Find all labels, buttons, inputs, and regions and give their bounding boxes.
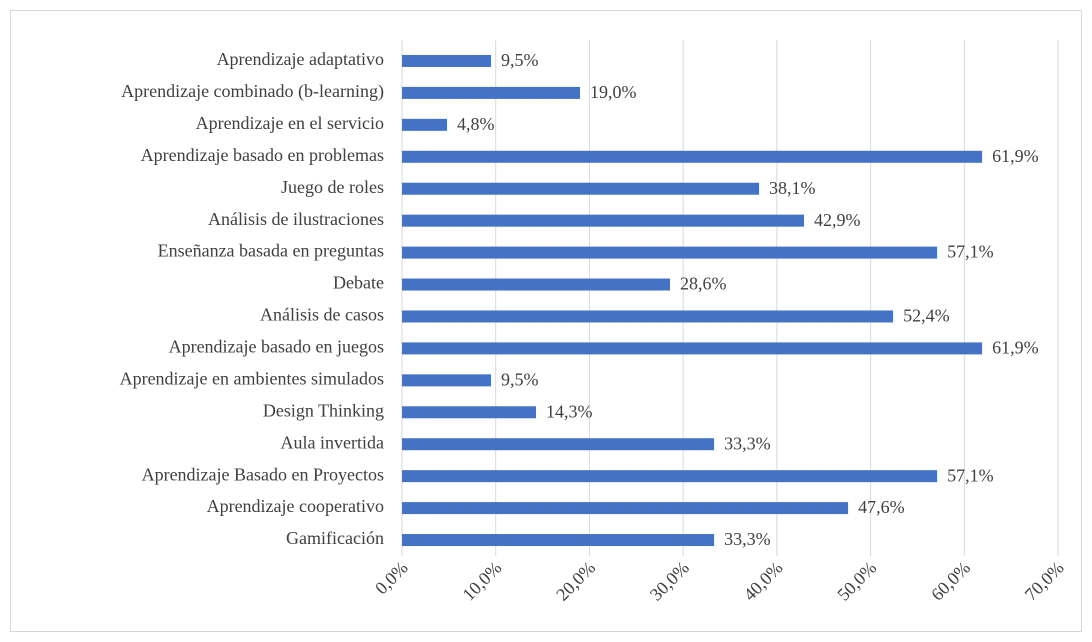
data-label: 9,5% <box>501 369 539 389</box>
bar <box>402 438 715 451</box>
bar <box>402 470 938 483</box>
y-tick-label: Aula invertida <box>281 432 384 452</box>
y-tick-label: Enseñanza basada en preguntas <box>158 241 384 261</box>
bar <box>402 246 938 259</box>
bar <box>402 502 849 515</box>
data-label: 33,3% <box>724 433 771 453</box>
bar <box>402 534 715 547</box>
bar <box>402 214 805 227</box>
y-tick-label: Aprendizaje basado en problemas <box>141 145 384 165</box>
y-tick-label: Aprendizaje en ambientes simulados <box>120 368 384 388</box>
data-label: 61,9% <box>992 338 1039 358</box>
data-label: 38,1% <box>769 178 816 198</box>
data-label: 14,3% <box>546 401 593 421</box>
data-label: 33,3% <box>724 529 771 549</box>
data-label: 42,9% <box>814 210 861 230</box>
bar <box>402 278 671 291</box>
y-tick-label: Aprendizaje Basado en Proyectos <box>142 464 384 484</box>
bar <box>402 374 492 387</box>
data-label: 57,1% <box>947 465 994 485</box>
y-tick-label: Análisis de casos <box>260 305 384 325</box>
data-label: 47,6% <box>858 497 905 517</box>
y-tick-label: Aprendizaje en el servicio <box>196 113 384 133</box>
y-tick-label: Debate <box>333 273 384 293</box>
bar <box>402 150 983 163</box>
y-tick-label: Aprendizaje combinado (b-learning) <box>121 81 384 102</box>
bar <box>402 310 894 323</box>
bar <box>402 342 983 355</box>
data-label: 4,8% <box>457 114 495 134</box>
data-label: 28,6% <box>680 274 727 294</box>
y-tick-label: Design Thinking <box>263 400 384 420</box>
bar <box>402 86 581 99</box>
bar <box>402 182 760 195</box>
bar <box>402 118 447 131</box>
data-label: 61,9% <box>992 146 1039 166</box>
y-tick-label: Juego de roles <box>281 177 384 197</box>
data-label: 52,4% <box>903 306 950 326</box>
data-label: 19,0% <box>590 82 637 102</box>
bar <box>402 54 492 67</box>
bar <box>402 406 537 419</box>
y-tick-label: Aprendizaje basado en juegos <box>169 337 384 357</box>
y-tick-label: Aprendizaje adaptativo <box>217 49 384 69</box>
data-label: 57,1% <box>947 242 994 262</box>
y-tick-label: Gamificación <box>286 528 384 548</box>
data-label: 9,5% <box>501 50 539 70</box>
y-tick-label: Análisis de ilustraciones <box>208 209 384 229</box>
y-tick-label: Aprendizaje cooperativo <box>207 496 384 516</box>
